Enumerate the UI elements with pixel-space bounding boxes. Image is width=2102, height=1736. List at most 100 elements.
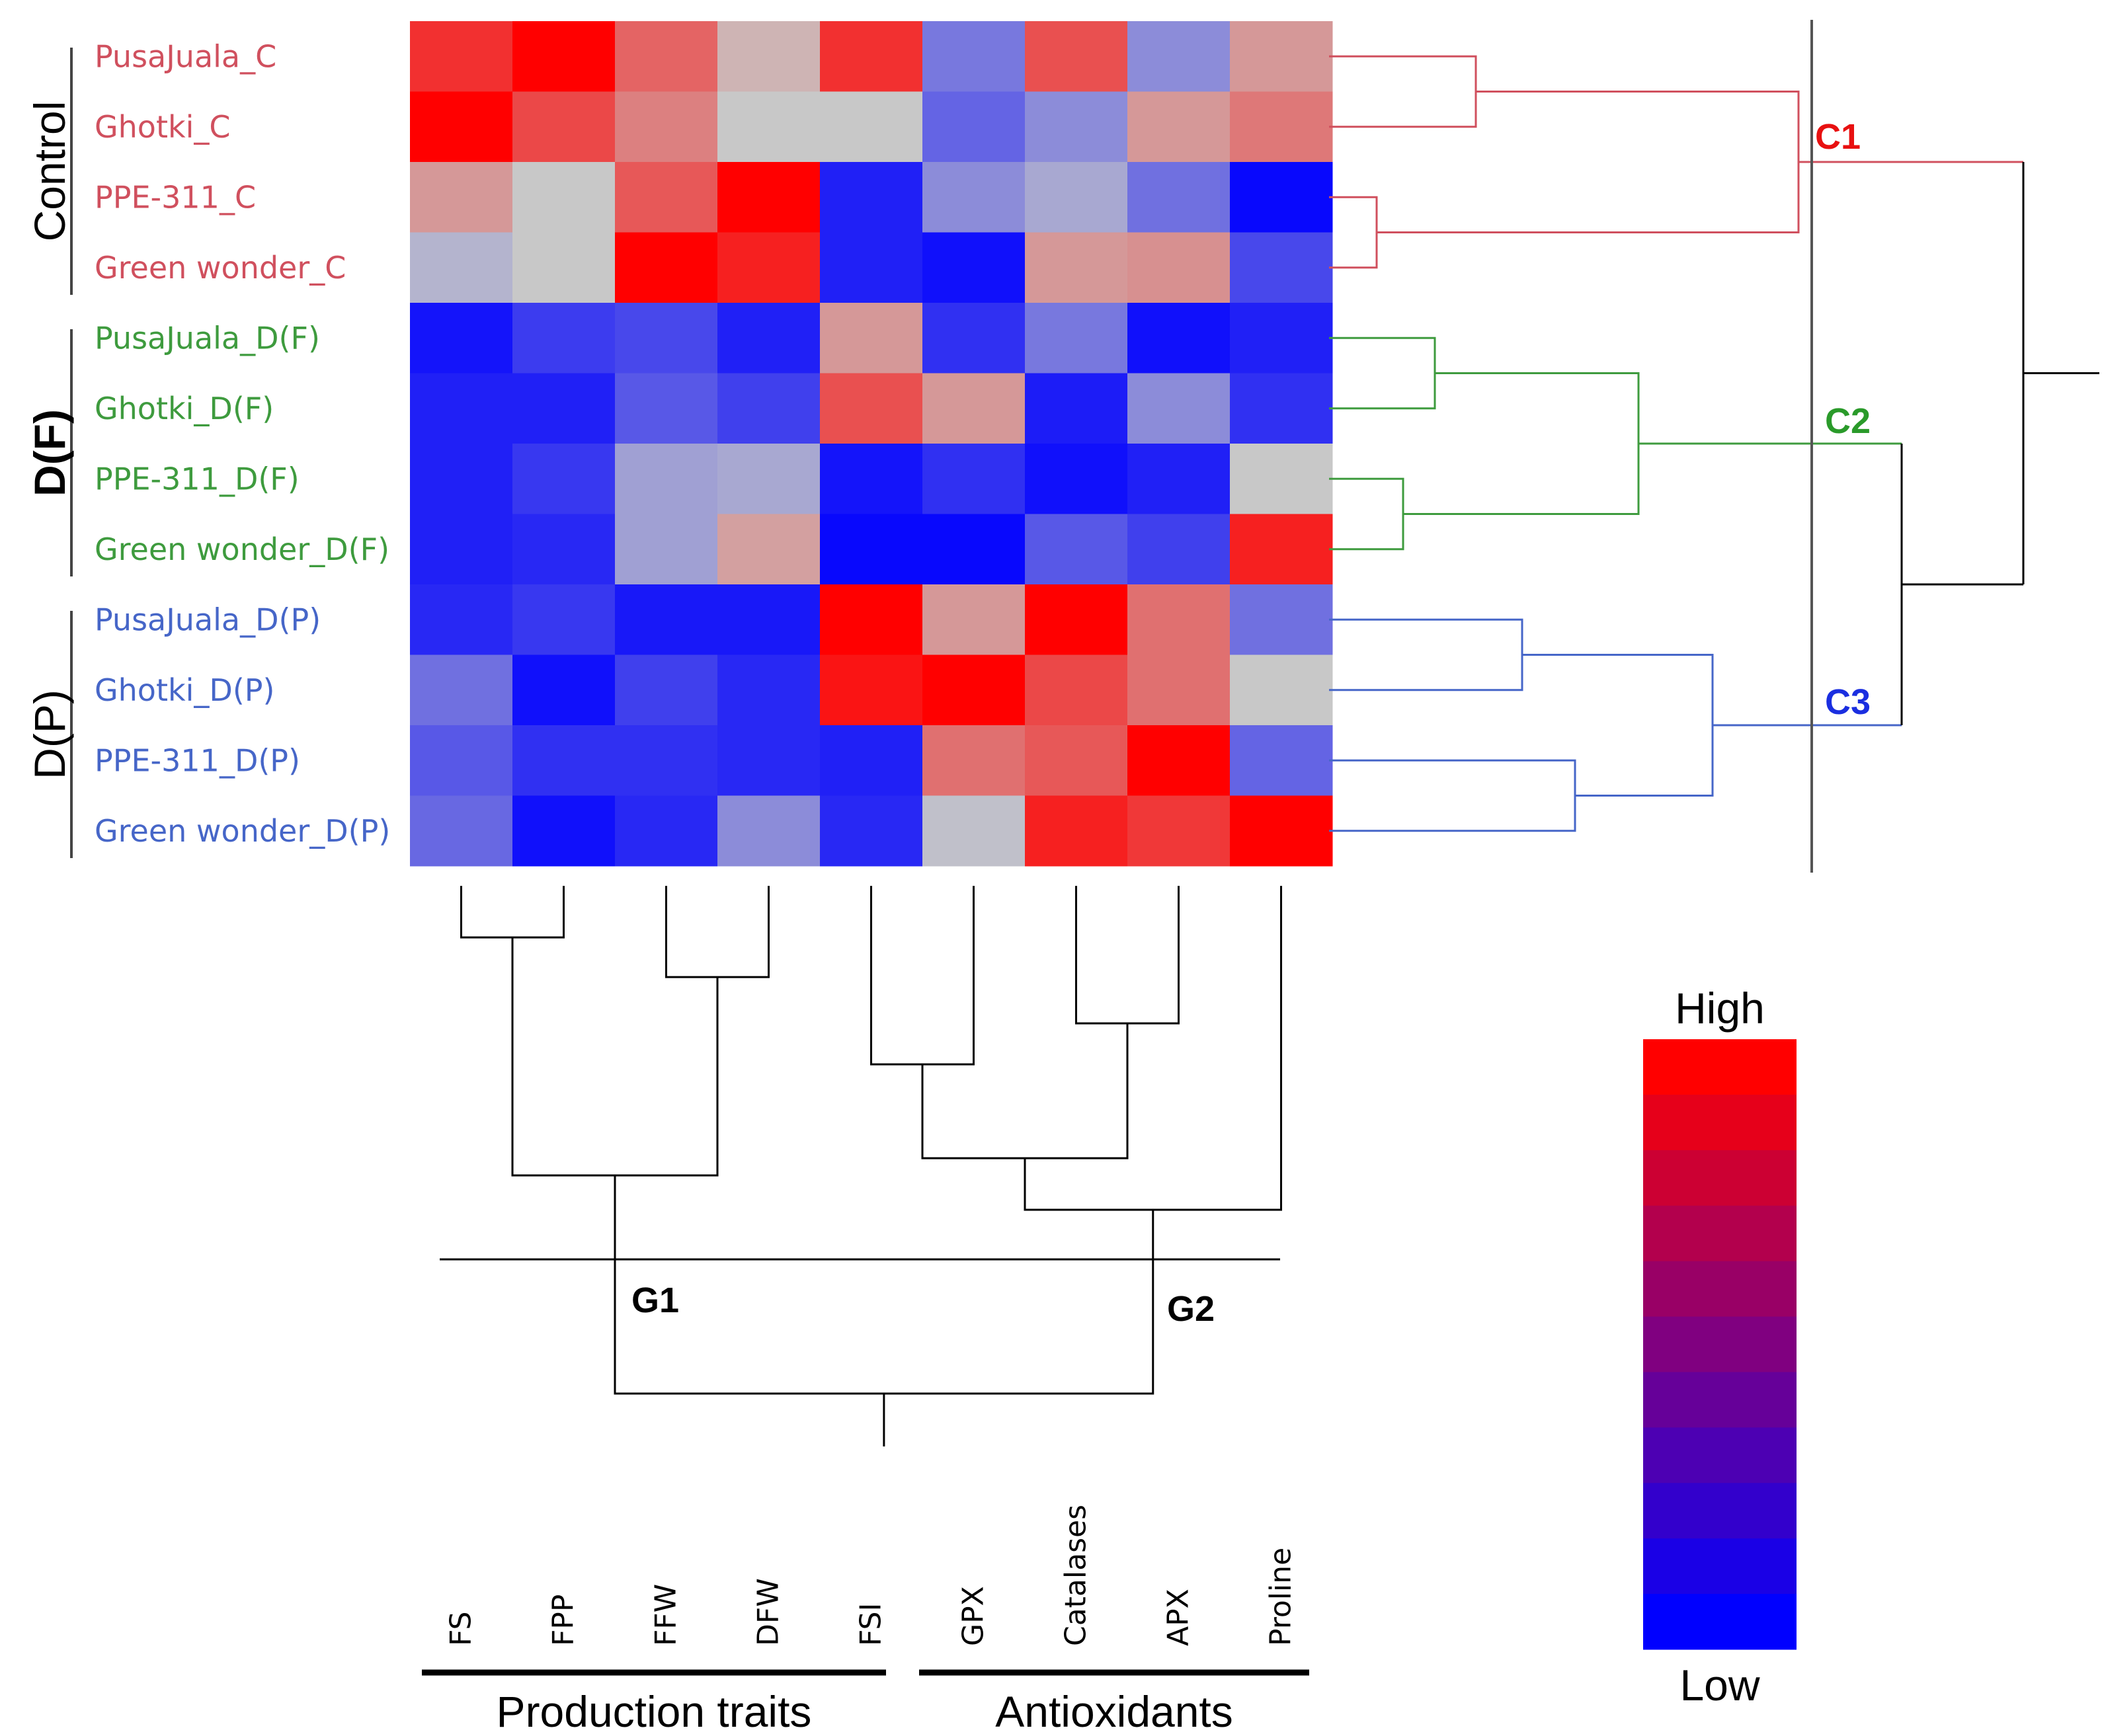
row-group-label: Control [25, 101, 74, 242]
row-dendrogram-branch [1522, 654, 1714, 797]
cell-ghotki-d-f-fs [410, 373, 513, 444]
cell-pusajuala-c-dfw [717, 21, 821, 92]
column-dendrogram-branch [665, 886, 770, 978]
row-label: Green wonder_D(P) [95, 813, 390, 849]
cell-green-wonder-c-apx [1127, 232, 1231, 303]
legend-swatch [1643, 1205, 1797, 1262]
column-label: Catalases [1059, 1505, 1093, 1646]
column-dendrogram-branch [921, 1023, 1129, 1160]
cell-ppe-311-c-apx [1127, 162, 1231, 233]
cell-green-wonder-d-p-gpx [922, 795, 1026, 867]
cell-pusajuala-d-p-ffw [615, 584, 718, 655]
cell-pusajuala-d-p-dfw [717, 584, 821, 655]
row-dendrogram-branch [1377, 91, 1800, 233]
row-group-label: D(P) [25, 690, 74, 779]
cell-green-wonder-c-catalases [1025, 232, 1128, 303]
cell-pusajuala-d-f-fpp [512, 303, 616, 374]
cell-green-wonder-d-f-gpx [922, 514, 1026, 585]
row-label: Green wonder_D(F) [95, 532, 389, 567]
cell-green-wonder-d-f-apx [1127, 514, 1231, 585]
cell-ppe-311-c-fs [410, 162, 513, 233]
row-labels: PusaJuala_C Ghotki_C PPE-311_C Green wonder… [95, 38, 390, 849]
cell-pusajuala-d-f-dfw [717, 303, 821, 374]
row-dendrogram-root [1900, 162, 2099, 725]
column-label: FS [444, 1612, 478, 1646]
cell-ppe-311-d-p-dfw [717, 725, 821, 796]
column-dendrogram [440, 886, 1282, 1446]
legend-swatch [1643, 1538, 1797, 1595]
column-dendrogram-branch [1024, 886, 1282, 1211]
cell-green-wonder-d-p-catalases [1025, 795, 1128, 867]
row-group-labels: Control D(F) D(P) [25, 48, 74, 858]
cell-green-wonder-d-p-proline [1230, 795, 1333, 867]
cell-pusajuala-d-p-fpp [512, 584, 616, 655]
cell-green-wonder-d-f-fpp [512, 514, 616, 585]
cell-green-wonder-d-f-proline [1230, 514, 1333, 585]
row-label: Ghotki_C [95, 109, 231, 145]
cell-ghotki-d-p-fsi [820, 654, 923, 726]
cell-pusajuala-c-fpp [512, 21, 616, 92]
cell-ppe-311-d-f-fsi [820, 444, 923, 514]
cell-ppe-311-d-p-apx [1127, 725, 1231, 796]
cell-ghotki-d-f-gpx [922, 373, 1026, 444]
cell-ghotki-c-fpp [512, 91, 616, 163]
cell-ppe-311-c-fpp [512, 162, 616, 233]
cell-ghotki-d-f-ffw [615, 373, 718, 444]
legend-swatch [1643, 1094, 1797, 1151]
cell-ppe-311-d-p-gpx [922, 725, 1026, 796]
column-label: FSI [854, 1603, 888, 1646]
column-dendrogram-branch [460, 886, 565, 939]
row-group-label: D(F) [25, 409, 74, 496]
legend-swatch [1643, 1261, 1797, 1318]
cell-green-wonder-d-f-fsi [820, 514, 923, 585]
cell-green-wonder-c-fs [410, 232, 513, 303]
cell-ppe-311-c-gpx [922, 162, 1026, 233]
row-dendrogram-branch [1329, 55, 1477, 128]
legend-swatch [1643, 1039, 1797, 1095]
legend-high-label: High [1675, 984, 1765, 1033]
row-cluster-label: C1 [1815, 117, 1861, 157]
row-dendrogram-branch [1329, 477, 1404, 551]
cell-ghotki-d-f-fpp [512, 373, 616, 444]
column-labels: FS FPP FFW DFW FSI GPX Catalases APX Proline [444, 1505, 1298, 1646]
cell-ppe-311-d-p-fsi [820, 725, 923, 796]
cell-ghotki-d-p-apx [1127, 654, 1231, 726]
legend-swatch [1643, 1427, 1797, 1483]
row-cluster-label: C3 [1825, 682, 1871, 722]
cell-ghotki-d-p-catalases [1025, 654, 1128, 726]
cell-ppe-311-d-f-apx [1127, 444, 1231, 514]
cell-pusajuala-c-fs [410, 21, 513, 92]
column-dendrogram-branch [511, 937, 719, 1177]
row-label: PusaJuala_D(F) [95, 320, 320, 356]
cell-green-wonder-c-gpx [922, 232, 1026, 303]
legend-swatch [1643, 1372, 1797, 1428]
column-group-label: Production traits [497, 1687, 812, 1736]
cell-ppe-311-d-p-catalases [1025, 725, 1128, 796]
cell-green-wonder-c-proline [1230, 232, 1333, 303]
cell-ppe-311-d-f-fpp [512, 444, 616, 514]
cell-ppe-311-d-f-dfw [717, 444, 821, 514]
row-label: PusaJuala_D(P) [95, 602, 321, 637]
cell-green-wonder-c-ffw [615, 232, 718, 303]
cell-pusajuala-d-f-fsi [820, 303, 923, 374]
cell-pusajuala-d-f-catalases [1025, 303, 1128, 374]
cell-ghotki-d-p-proline [1230, 654, 1333, 726]
cell-ppe-311-c-fsi [820, 162, 923, 233]
cell-ppe-311-c-dfw [717, 162, 821, 233]
cell-ppe-311-d-p-fs [410, 725, 513, 796]
cell-pusajuala-d-p-gpx [922, 584, 1026, 655]
cell-ghotki-c-apx [1127, 91, 1231, 163]
cell-pusajuala-d-f-proline [1230, 303, 1333, 374]
cell-ppe-311-d-f-gpx [922, 444, 1026, 514]
cell-ppe-311-d-p-ffw [615, 725, 718, 796]
legend-swatch [1643, 1316, 1797, 1372]
cell-ppe-311-d-f-catalases [1025, 444, 1128, 514]
cell-ppe-311-d-f-ffw [615, 444, 718, 514]
cluster-labels: C1 C2 C3 G1 G2 [631, 117, 1871, 1329]
cell-pusajuala-c-ffw [615, 21, 718, 92]
cell-pusajuala-d-f-fs [410, 303, 513, 374]
row-dendrogram-branch [1329, 618, 1523, 691]
cell-green-wonder-d-p-ffw [615, 795, 718, 867]
cell-ppe-311-c-catalases [1025, 162, 1128, 233]
cell-green-wonder-c-dfw [717, 232, 821, 303]
